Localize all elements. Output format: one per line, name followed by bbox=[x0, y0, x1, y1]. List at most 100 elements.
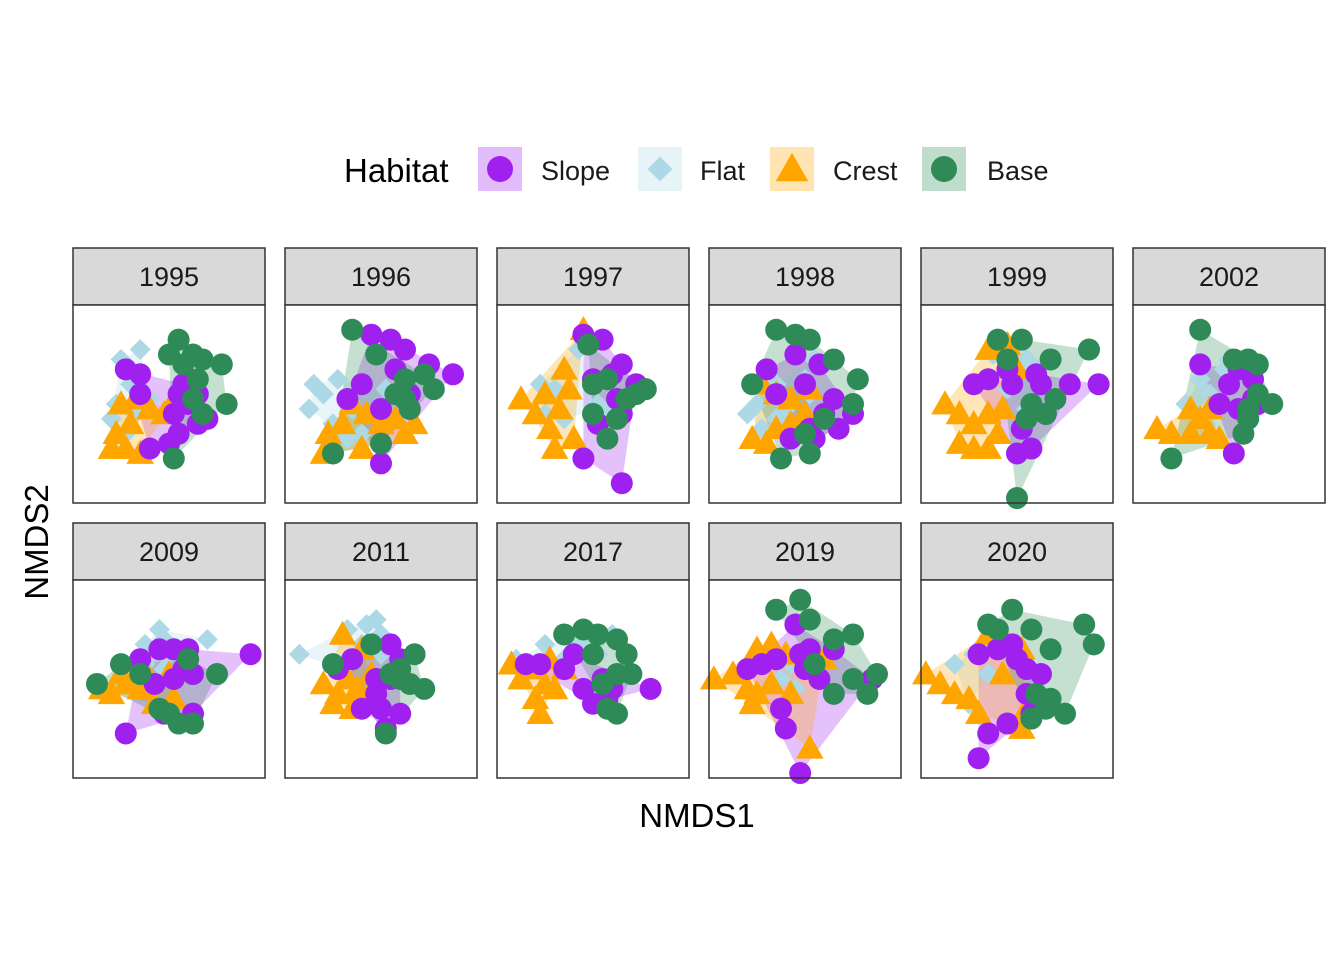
point-base bbox=[822, 348, 845, 371]
habitat-points bbox=[736, 318, 869, 470]
point-base bbox=[1160, 447, 1183, 470]
point-slope bbox=[1025, 363, 1048, 386]
point-base bbox=[1261, 393, 1284, 415]
point-slope bbox=[1001, 633, 1024, 656]
point-crest bbox=[912, 660, 940, 685]
point-base bbox=[182, 712, 204, 735]
habitat-points bbox=[1143, 318, 1284, 470]
point-crest bbox=[945, 429, 974, 454]
point-slope bbox=[370, 452, 392, 475]
point-crest bbox=[960, 410, 988, 435]
point-slope bbox=[562, 643, 585, 666]
facet-panel-border bbox=[284, 579, 478, 779]
habitat-points bbox=[700, 588, 888, 785]
point-slope bbox=[967, 747, 990, 770]
point-flat bbox=[356, 614, 378, 635]
facet-strip bbox=[284, 247, 478, 306]
point-slope bbox=[784, 343, 807, 366]
point-slope bbox=[610, 472, 633, 495]
habitat-points bbox=[931, 328, 1110, 510]
facet-2019: 2019 bbox=[700, 522, 902, 785]
point-base bbox=[1015, 407, 1038, 430]
point-crest bbox=[116, 410, 145, 435]
legend-marker-crest bbox=[775, 152, 809, 182]
point-slope bbox=[138, 437, 161, 460]
point-crest bbox=[1157, 419, 1186, 445]
point-base bbox=[986, 618, 1009, 641]
x-axis-label: NMDS1 bbox=[639, 797, 755, 834]
point-base bbox=[866, 663, 888, 686]
point-base bbox=[422, 378, 445, 401]
point-base bbox=[1189, 318, 1212, 341]
habitat-points bbox=[288, 609, 436, 745]
point-crest bbox=[536, 415, 564, 440]
point-crest bbox=[940, 680, 969, 705]
point-base bbox=[842, 623, 864, 646]
point-crest bbox=[97, 434, 126, 459]
point-base bbox=[803, 653, 826, 676]
point-base bbox=[1006, 487, 1028, 510]
point-base bbox=[322, 653, 344, 676]
point-base bbox=[798, 608, 821, 631]
point-base bbox=[634, 378, 657, 401]
point-crest bbox=[507, 665, 535, 690]
facet-strip-label: 2020 bbox=[987, 537, 1047, 567]
point-base bbox=[86, 672, 108, 695]
habitat-points bbox=[497, 618, 662, 725]
point-base bbox=[215, 393, 238, 415]
point-slope bbox=[370, 397, 392, 420]
point-base bbox=[322, 442, 344, 465]
point-slope bbox=[774, 717, 797, 740]
point-crest bbox=[984, 419, 1012, 445]
point-crest bbox=[988, 395, 1017, 420]
point-flat bbox=[134, 633, 156, 655]
point-crest bbox=[348, 434, 376, 459]
point-slope bbox=[1189, 353, 1212, 376]
point-crest bbox=[1205, 424, 1234, 449]
point-slope bbox=[572, 447, 595, 470]
point-flat bbox=[327, 368, 349, 390]
point-base bbox=[1054, 702, 1076, 725]
facet-strip-label: 2017 bbox=[563, 537, 623, 567]
facet-2017: 2017 bbox=[496, 522, 690, 779]
facet-1997: 1997 bbox=[496, 247, 690, 504]
point-base bbox=[374, 722, 397, 745]
legend-label-slope: Slope bbox=[541, 156, 610, 186]
point-slope bbox=[639, 677, 662, 700]
point-base bbox=[1020, 618, 1043, 641]
point-crest bbox=[540, 675, 569, 700]
facet-panel-border bbox=[496, 304, 690, 504]
point-crest bbox=[560, 424, 588, 449]
point-crest bbox=[555, 375, 583, 400]
point-base bbox=[813, 407, 836, 430]
point-slope bbox=[360, 323, 383, 346]
point-flat bbox=[977, 663, 999, 685]
point-base bbox=[129, 663, 152, 686]
point-base bbox=[1078, 338, 1100, 361]
point-slope bbox=[129, 363, 152, 386]
point-crest bbox=[1008, 714, 1036, 739]
point-slope bbox=[977, 722, 1000, 745]
point-slope bbox=[162, 402, 185, 425]
point-base bbox=[413, 677, 436, 700]
facet-panel-border bbox=[708, 304, 902, 504]
point-base bbox=[360, 633, 383, 656]
point-slope bbox=[996, 712, 1019, 735]
point-base bbox=[148, 697, 171, 720]
point-slope bbox=[765, 383, 788, 406]
point-crest bbox=[757, 670, 786, 695]
point-base bbox=[986, 328, 1009, 351]
point-slope bbox=[529, 653, 552, 676]
point-slope bbox=[770, 697, 792, 720]
point-base bbox=[1082, 633, 1105, 656]
point-base bbox=[110, 653, 132, 676]
point-base bbox=[741, 373, 764, 396]
facet-panel-border bbox=[284, 304, 478, 504]
facet-strip bbox=[708, 247, 902, 306]
facet-strip-label: 1995 bbox=[139, 262, 199, 292]
point-crest bbox=[314, 419, 342, 445]
point-crest bbox=[328, 410, 357, 435]
legend-label-flat: Flat bbox=[700, 156, 746, 186]
point-base bbox=[177, 648, 200, 671]
